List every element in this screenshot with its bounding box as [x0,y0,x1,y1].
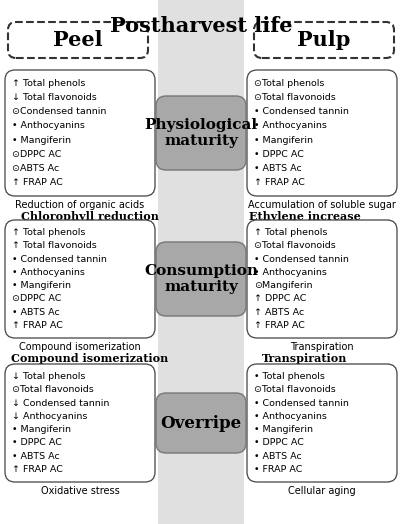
Text: ⊙DPPC AC: ⊙DPPC AC [12,150,61,159]
Text: ↑ Total flavonoids: ↑ Total flavonoids [12,242,97,250]
Text: • Total phenols: • Total phenols [253,372,324,381]
Text: Compound isomerization: Compound isomerization [11,353,168,364]
Text: Peel: Peel [53,30,103,50]
FancyBboxPatch shape [253,22,393,58]
Text: Cellular aging: Cellular aging [288,486,355,496]
Text: • Anthocyanins: • Anthocyanins [12,268,85,277]
FancyBboxPatch shape [156,96,245,170]
Text: • Condensed tannin: • Condensed tannin [12,255,107,264]
Text: Overripe: Overripe [160,414,241,431]
Text: Accumulation of soluble sugar: Accumulation of soluble sugar [247,200,395,210]
Text: • DPPC AC: • DPPC AC [12,439,62,447]
Text: • ABTS Ac: • ABTS Ac [12,308,60,316]
Text: • ABTS Ac: • ABTS Ac [253,452,301,461]
Text: Transpiration: Transpiration [262,353,347,364]
Text: Reduction of organic acids: Reduction of organic acids [15,200,144,210]
Text: ↑ DPPC AC: ↑ DPPC AC [253,294,306,303]
Text: Chlorophyll reduction: Chlorophyll reduction [21,211,158,222]
FancyBboxPatch shape [156,242,245,316]
Text: ⊙Total flavonoids: ⊙Total flavonoids [253,93,335,102]
Text: ↓ Total phenols: ↓ Total phenols [12,372,85,381]
Text: Oxidative stress: Oxidative stress [41,486,119,496]
Text: • Mangiferin: • Mangiferin [12,281,71,290]
Text: • Anthocyanins: • Anthocyanins [253,122,326,130]
Text: ↑ FRAP AC: ↑ FRAP AC [12,178,63,188]
Text: ⊙Total flavonoids: ⊙Total flavonoids [12,385,93,395]
Text: ↑ FRAP AC: ↑ FRAP AC [12,465,63,474]
Text: • ABTS Ac: • ABTS Ac [12,452,60,461]
Text: ↑ ABTS Ac: ↑ ABTS Ac [253,308,304,316]
Text: ⊙ABTS Ac: ⊙ABTS Ac [12,164,59,173]
Text: Consumption
maturity: Consumption maturity [144,264,257,294]
Text: ↑ FRAP AC: ↑ FRAP AC [12,321,63,330]
Text: Physiological
maturity: Physiological maturity [144,118,257,148]
Text: Transpiration: Transpiration [290,342,353,352]
Text: • Mangiferin: • Mangiferin [253,136,312,145]
Text: ↑ Total phenols: ↑ Total phenols [12,79,85,88]
Text: ⊙Mangiferin: ⊙Mangiferin [253,281,312,290]
FancyBboxPatch shape [8,22,148,58]
Text: ⊙Total flavonoids: ⊙Total flavonoids [253,385,335,395]
FancyBboxPatch shape [246,70,396,196]
FancyBboxPatch shape [5,70,155,196]
Text: • Mangiferin: • Mangiferin [12,136,71,145]
Text: • FRAP AC: • FRAP AC [253,465,302,474]
Text: ↓ Condensed tannin: ↓ Condensed tannin [12,399,109,408]
FancyBboxPatch shape [156,393,245,453]
Text: • DPPC AC: • DPPC AC [253,439,303,447]
Text: • Anthocyanins: • Anthocyanins [253,412,326,421]
Text: • DPPC AC: • DPPC AC [253,150,303,159]
FancyBboxPatch shape [5,220,155,338]
FancyBboxPatch shape [246,220,396,338]
Text: • Anthocyanins: • Anthocyanins [253,268,326,277]
Text: ↓ Anthocyanins: ↓ Anthocyanins [12,412,87,421]
FancyBboxPatch shape [5,364,155,482]
Text: • Mangiferin: • Mangiferin [12,425,71,434]
Text: ↑ FRAP AC: ↑ FRAP AC [253,321,304,330]
Text: Postharvest life: Postharvest life [109,16,292,36]
Text: Ethylene increase: Ethylene increase [249,211,360,222]
Text: • Condensed tannin: • Condensed tannin [253,107,348,116]
Text: ⊙Condensed tannin: ⊙Condensed tannin [12,107,106,116]
FancyBboxPatch shape [158,0,243,524]
Text: ⊙DPPC AC: ⊙DPPC AC [12,294,61,303]
Text: ↑ Total phenols: ↑ Total phenols [12,228,85,237]
Text: • Condensed tannin: • Condensed tannin [253,399,348,408]
Text: ↑ Total phenols: ↑ Total phenols [253,228,326,237]
Text: ⊙Total flavonoids: ⊙Total flavonoids [253,242,335,250]
Text: • Anthocyanins: • Anthocyanins [12,122,85,130]
Text: Compound isomerization: Compound isomerization [19,342,140,352]
Text: ⊙Total phenols: ⊙Total phenols [253,79,324,88]
Text: ↑ FRAP AC: ↑ FRAP AC [253,178,304,188]
Text: ↓ Total flavonoids: ↓ Total flavonoids [12,93,97,102]
Text: • ABTS Ac: • ABTS Ac [253,164,301,173]
FancyBboxPatch shape [246,364,396,482]
Text: • Mangiferin: • Mangiferin [253,425,312,434]
Text: • Condensed tannin: • Condensed tannin [253,255,348,264]
Text: Pulp: Pulp [297,30,350,50]
